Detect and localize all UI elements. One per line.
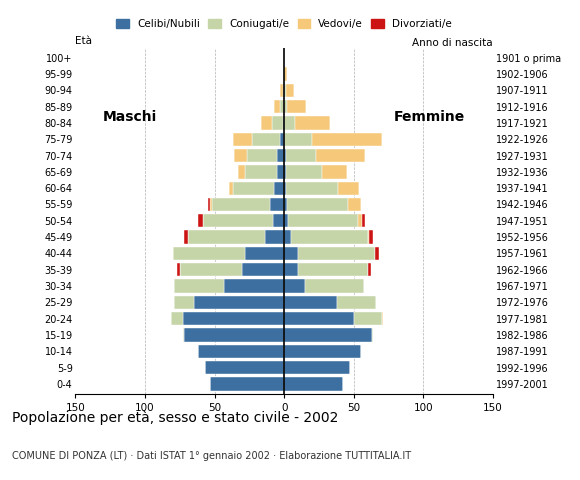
Bar bbox=[284, 279, 305, 293]
Bar bbox=[298, 247, 375, 260]
Bar bbox=[375, 247, 379, 260]
Bar bbox=[242, 263, 284, 276]
Bar bbox=[180, 263, 242, 276]
Bar bbox=[316, 149, 365, 162]
Bar bbox=[284, 230, 291, 244]
Bar bbox=[273, 214, 284, 228]
Text: Maschi: Maschi bbox=[103, 110, 158, 124]
Bar bbox=[382, 312, 383, 325]
Bar bbox=[271, 116, 283, 130]
Bar bbox=[280, 132, 284, 146]
Bar bbox=[233, 181, 274, 195]
Bar bbox=[252, 132, 280, 146]
Bar bbox=[260, 116, 271, 130]
Bar bbox=[291, 230, 368, 244]
Bar bbox=[368, 263, 371, 276]
Bar bbox=[287, 198, 348, 211]
Text: Età: Età bbox=[75, 36, 92, 47]
Bar bbox=[285, 181, 339, 195]
Bar bbox=[362, 214, 365, 228]
Bar bbox=[270, 198, 284, 211]
Text: Popolazione per età, sesso e stato civile - 2002: Popolazione per età, sesso e stato civil… bbox=[12, 410, 338, 425]
Bar bbox=[295, 116, 330, 130]
Bar bbox=[264, 230, 284, 244]
Bar bbox=[183, 312, 284, 325]
Bar bbox=[284, 214, 288, 228]
Bar bbox=[284, 67, 287, 81]
Bar bbox=[204, 214, 273, 228]
Bar bbox=[280, 100, 284, 113]
Bar bbox=[238, 165, 245, 179]
Bar bbox=[339, 181, 360, 195]
Bar bbox=[312, 132, 382, 146]
Bar bbox=[285, 165, 322, 179]
Bar bbox=[198, 345, 284, 358]
Bar bbox=[337, 296, 376, 309]
Bar bbox=[305, 279, 364, 293]
Bar bbox=[298, 263, 368, 276]
Bar bbox=[188, 230, 264, 244]
Bar bbox=[288, 214, 358, 228]
Bar bbox=[211, 377, 284, 391]
Bar bbox=[208, 198, 211, 211]
Bar bbox=[233, 132, 252, 146]
Bar bbox=[211, 198, 212, 211]
Bar bbox=[284, 312, 354, 325]
Bar bbox=[348, 198, 361, 211]
Bar bbox=[177, 263, 180, 276]
Bar bbox=[354, 312, 382, 325]
Bar bbox=[358, 214, 362, 228]
Bar bbox=[284, 181, 285, 195]
Bar bbox=[369, 230, 374, 244]
Bar bbox=[322, 165, 347, 179]
Bar bbox=[246, 149, 277, 162]
Bar bbox=[284, 116, 295, 130]
Bar bbox=[172, 312, 183, 325]
Bar bbox=[274, 100, 280, 113]
Bar bbox=[224, 279, 284, 293]
Bar bbox=[372, 328, 374, 342]
Bar bbox=[284, 328, 372, 342]
Bar bbox=[284, 377, 343, 391]
Bar bbox=[245, 247, 284, 260]
Bar bbox=[285, 84, 294, 97]
Bar bbox=[284, 132, 312, 146]
Bar bbox=[283, 84, 284, 97]
Bar bbox=[284, 247, 298, 260]
Bar bbox=[285, 149, 316, 162]
Bar bbox=[183, 328, 184, 342]
Bar bbox=[184, 230, 188, 244]
Bar bbox=[245, 165, 277, 179]
Bar bbox=[234, 149, 246, 162]
Bar bbox=[274, 181, 284, 195]
Bar bbox=[198, 214, 204, 228]
Bar bbox=[284, 100, 287, 113]
Bar bbox=[174, 296, 194, 309]
Bar bbox=[277, 149, 284, 162]
Bar bbox=[174, 279, 224, 293]
Bar bbox=[173, 247, 245, 260]
Bar bbox=[284, 263, 298, 276]
Text: Anno di nascita: Anno di nascita bbox=[412, 38, 493, 48]
Bar bbox=[284, 84, 285, 97]
Bar bbox=[184, 328, 284, 342]
Bar bbox=[284, 149, 285, 162]
Bar bbox=[212, 198, 270, 211]
Bar bbox=[280, 84, 283, 97]
Bar bbox=[229, 181, 233, 195]
Bar bbox=[284, 165, 285, 179]
Bar bbox=[283, 116, 284, 130]
Bar bbox=[284, 198, 287, 211]
Bar bbox=[287, 100, 306, 113]
Bar bbox=[284, 345, 361, 358]
Bar bbox=[194, 296, 284, 309]
Text: Femmine: Femmine bbox=[394, 110, 465, 124]
Bar bbox=[284, 361, 350, 374]
Bar bbox=[205, 361, 284, 374]
Text: COMUNE DI PONZA (LT) · Dati ISTAT 1° gennaio 2002 · Elaborazione TUTTITALIA.IT: COMUNE DI PONZA (LT) · Dati ISTAT 1° gen… bbox=[12, 451, 411, 461]
Bar bbox=[284, 296, 337, 309]
Legend: Celibi/Nubili, Coniugati/e, Vedovi/e, Divorziati/e: Celibi/Nubili, Coniugati/e, Vedovi/e, Di… bbox=[112, 15, 456, 33]
Bar bbox=[277, 165, 284, 179]
Bar bbox=[368, 230, 369, 244]
